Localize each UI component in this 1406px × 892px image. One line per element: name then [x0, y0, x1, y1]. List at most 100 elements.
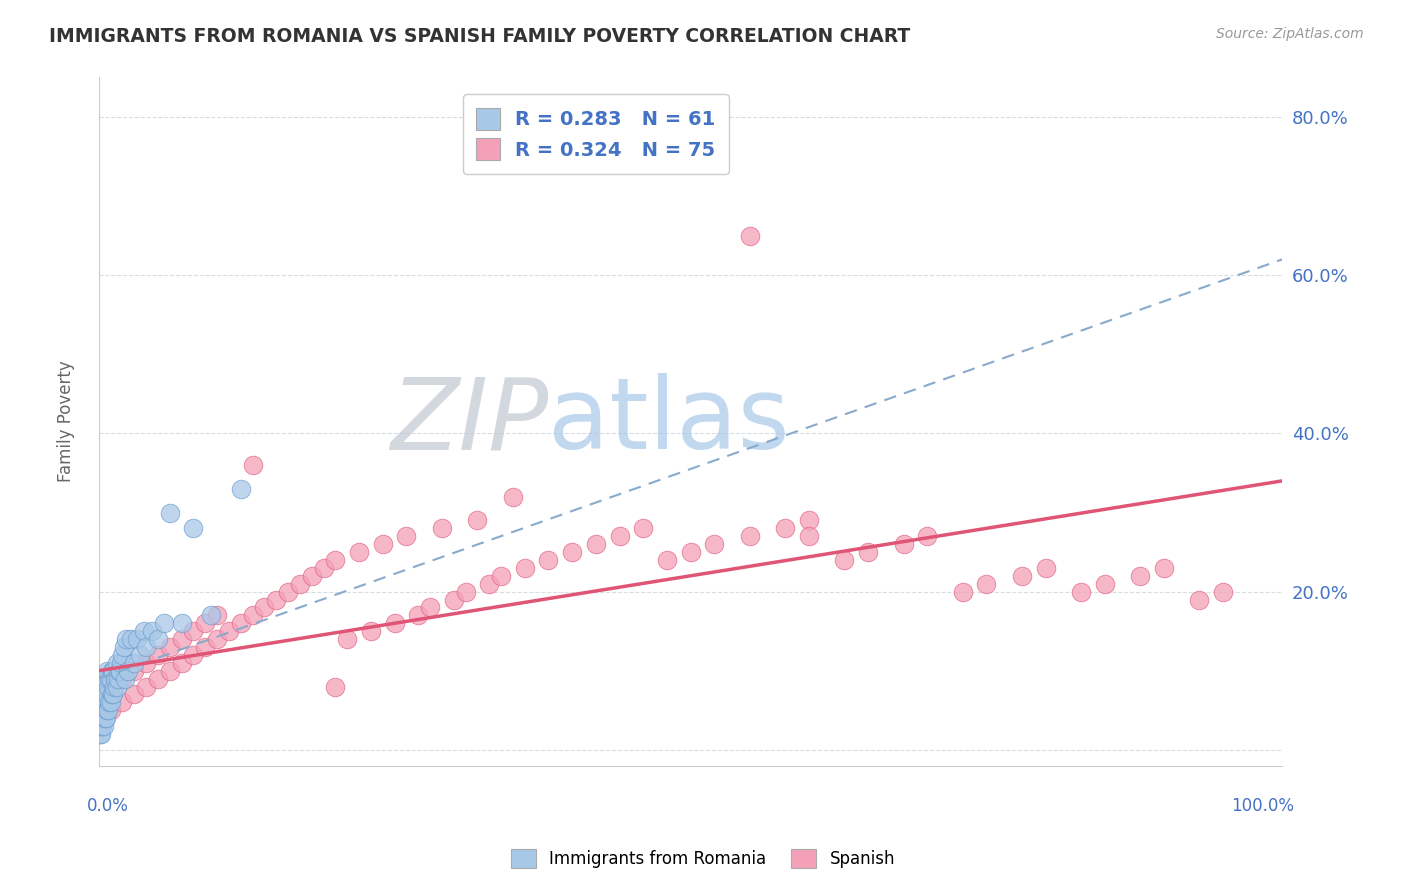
- Point: [1129, 569, 1152, 583]
- Point: [132, 624, 155, 639]
- Point: [1070, 584, 1092, 599]
- Point: [93, 703, 115, 717]
- Point: [93, 688, 115, 702]
- Point: [93, 695, 115, 709]
- Point: [105, 680, 128, 694]
- Point: [90, 727, 112, 741]
- Point: [135, 640, 157, 654]
- Point: [679, 545, 702, 559]
- Point: [111, 648, 134, 662]
- Point: [797, 513, 820, 527]
- Point: [101, 688, 124, 702]
- Point: [105, 656, 128, 670]
- Point: [93, 719, 115, 733]
- Point: [1094, 576, 1116, 591]
- Point: [242, 458, 264, 472]
- Point: [205, 632, 228, 646]
- Point: [915, 529, 938, 543]
- Point: [124, 656, 146, 670]
- Point: [91, 695, 114, 709]
- Point: [110, 656, 132, 670]
- Point: [703, 537, 725, 551]
- Point: [478, 576, 501, 591]
- Point: [325, 680, 347, 694]
- Point: [101, 664, 124, 678]
- Point: [502, 490, 524, 504]
- Point: [135, 680, 157, 694]
- Point: [104, 672, 127, 686]
- Point: [146, 648, 169, 662]
- Point: [585, 537, 607, 551]
- Point: [112, 640, 135, 654]
- Point: [1035, 561, 1057, 575]
- Text: ZIP: ZIP: [391, 373, 548, 470]
- Point: [1212, 584, 1234, 599]
- Point: [430, 521, 453, 535]
- Point: [124, 664, 146, 678]
- Point: [129, 648, 152, 662]
- Point: [89, 719, 111, 733]
- Point: [91, 680, 114, 694]
- Point: [91, 719, 114, 733]
- Point: [1153, 561, 1175, 575]
- Point: [124, 688, 146, 702]
- Point: [159, 664, 181, 678]
- Point: [312, 561, 335, 575]
- Point: [631, 521, 654, 535]
- Point: [952, 584, 974, 599]
- Point: [159, 640, 181, 654]
- Legend: Immigrants from Romania, Spanish: Immigrants from Romania, Spanish: [505, 842, 901, 875]
- Point: [89, 727, 111, 741]
- Point: [738, 529, 761, 543]
- Point: [773, 521, 796, 535]
- Point: [101, 664, 124, 678]
- Point: [141, 624, 163, 639]
- Point: [325, 553, 347, 567]
- Point: [94, 672, 117, 686]
- Text: Source: ZipAtlas.com: Source: ZipAtlas.com: [1216, 27, 1364, 41]
- Text: 100.0%: 100.0%: [1232, 797, 1294, 814]
- Point: [467, 513, 489, 527]
- Point: [89, 711, 111, 725]
- Point: [1011, 569, 1033, 583]
- Point: [120, 632, 142, 646]
- Point: [115, 632, 138, 646]
- Point: [153, 616, 176, 631]
- Point: [108, 664, 131, 678]
- Point: [408, 608, 430, 623]
- Point: [395, 529, 418, 543]
- Point: [561, 545, 583, 559]
- Point: [454, 584, 477, 599]
- Point: [347, 545, 370, 559]
- Point: [100, 672, 122, 686]
- Point: [288, 576, 311, 591]
- Point: [194, 616, 217, 631]
- Point: [170, 656, 193, 670]
- Point: [97, 703, 120, 717]
- Point: [100, 703, 122, 717]
- Point: [266, 592, 288, 607]
- Text: 0.0%: 0.0%: [87, 797, 129, 814]
- Point: [205, 608, 228, 623]
- Text: atlas: atlas: [548, 373, 790, 470]
- Point: [194, 640, 217, 654]
- Point: [90, 719, 112, 733]
- Point: [384, 616, 406, 631]
- Point: [100, 680, 122, 694]
- Point: [103, 680, 125, 694]
- Point: [98, 695, 121, 709]
- Point: [108, 664, 131, 678]
- Point: [117, 664, 139, 678]
- Point: [107, 672, 129, 686]
- Point: [94, 711, 117, 725]
- Point: [146, 632, 169, 646]
- Point: [135, 656, 157, 670]
- Point: [893, 537, 915, 551]
- Point: [218, 624, 240, 639]
- Point: [242, 608, 264, 623]
- Point: [93, 711, 115, 725]
- Point: [111, 695, 134, 709]
- Point: [97, 680, 120, 694]
- Point: [100, 695, 122, 709]
- Point: [91, 711, 114, 725]
